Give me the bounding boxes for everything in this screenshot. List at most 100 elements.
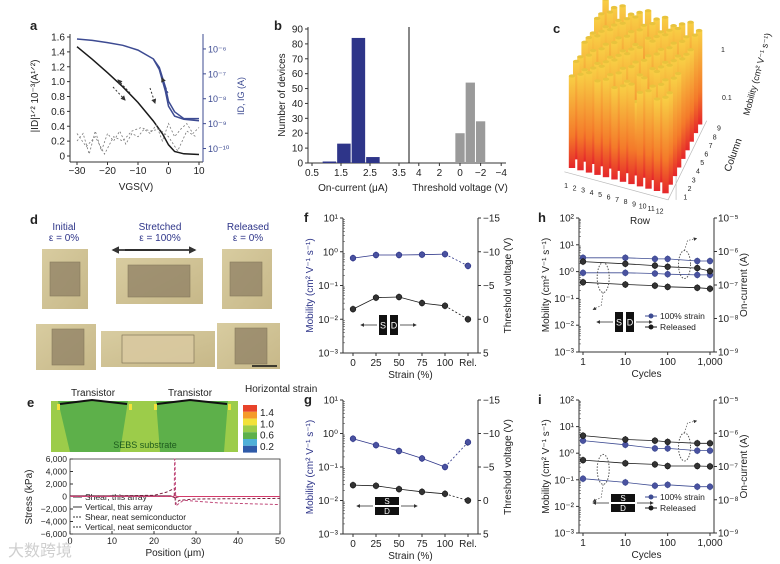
i-left-axis-arrow	[592, 484, 604, 502]
f-left-tick-label: 10⁻²	[318, 315, 338, 326]
f-data-point	[349, 254, 357, 262]
h-x-tick-label: 1	[580, 357, 586, 368]
h-right-axis-arrow	[684, 237, 698, 251]
i-data-point	[694, 483, 701, 490]
g-device-inset	[375, 497, 399, 515]
c-bar	[594, 79, 601, 175]
h-data-point	[706, 267, 714, 275]
i-data-point	[579, 475, 587, 482]
a-x-tick-label: −20	[99, 166, 116, 177]
i-drain-label: D	[620, 504, 626, 513]
i-x-tick-label: 1,000	[697, 538, 722, 549]
h-right-tick-label: 10⁻⁶	[718, 247, 739, 258]
f-device-inset	[379, 315, 398, 335]
g-data-point	[349, 435, 357, 442]
a-series-3	[76, 122, 200, 156]
g-left-tick-label: 10⁰	[323, 429, 338, 440]
h-right-tick-label: 10⁻⁵	[718, 214, 739, 225]
b-bar-oncurrent	[351, 37, 366, 163]
i-data-point	[579, 432, 587, 439]
c-bar	[577, 72, 584, 171]
i-source-label: S	[620, 494, 625, 503]
d-state-strain: ε = 0%	[233, 233, 263, 244]
e-colorbar-swatch	[243, 418, 257, 426]
h-data-point	[664, 283, 671, 290]
c-column-tick: 1	[683, 195, 687, 202]
a-y-tick-label: 0	[59, 152, 65, 163]
h-data-point	[579, 258, 587, 265]
a-arrow-sweep	[112, 86, 126, 101]
c-bar	[670, 76, 678, 177]
h-series-line	[583, 272, 710, 276]
h-drain-label: D	[627, 318, 634, 328]
f-x-tick-label: 25	[370, 358, 382, 369]
e-legend-label: Vertical, neat semiconductor	[85, 522, 192, 532]
h-device-inset	[615, 312, 634, 332]
f-data-point	[441, 250, 449, 258]
h-right-tick-label: 10⁻⁸	[718, 314, 739, 325]
h-data-point	[706, 285, 714, 292]
b-x-tick-label: 2.5	[363, 168, 377, 179]
panel-label-h: h	[538, 210, 546, 225]
a-right-label: ID, IG (A)	[236, 77, 246, 115]
d-micrograph	[101, 331, 215, 367]
c-bar	[674, 71, 682, 168]
c-bar	[679, 57, 686, 159]
i-legend-label: Released	[660, 503, 696, 513]
c-row-tick: 8	[624, 199, 628, 206]
e-series-2	[69, 487, 281, 506]
g-series-arrow	[444, 441, 469, 468]
f-data-point	[349, 305, 357, 313]
b-y-tick-label: 60	[292, 69, 304, 80]
g-left-label: Mobility (cm² V⁻¹ s⁻¹)	[305, 420, 316, 514]
c-bar	[666, 91, 673, 185]
i-device-inset	[611, 494, 635, 512]
b-y-label: Number of devices	[277, 53, 288, 136]
c-row-tick: 2	[573, 185, 577, 192]
i-left-tick-label: 10¹	[560, 422, 575, 433]
f-right-label: Threshold voltage (V)	[503, 238, 514, 334]
b-y-tick-label: 70	[292, 54, 304, 65]
e-colorbar-swatch	[243, 445, 257, 453]
h-data-point	[622, 254, 629, 261]
e-colorbar-swatch	[243, 439, 257, 446]
f-left-tick-label: 10¹	[324, 214, 339, 225]
c-row-tick: 6	[607, 195, 611, 202]
panel-label-f: f	[304, 210, 309, 225]
h-data-point	[664, 271, 671, 278]
b-x-tick-label: 2	[437, 168, 443, 179]
e-legend-label: Shear, neat semiconductor	[85, 512, 186, 522]
i-left-tick-label: 10⁰	[559, 449, 574, 460]
h-x-tick-label: 10	[620, 357, 632, 368]
c-bar	[590, 66, 597, 164]
g-data-point	[418, 455, 426, 462]
f-data-point	[395, 293, 403, 301]
g-data-point	[418, 488, 426, 495]
b-x-tick-label: 0	[457, 168, 463, 179]
e-y-tick-label: −6,000	[41, 529, 68, 539]
c-base-edge	[564, 120, 708, 201]
e-colorbar-tick: 0.6	[260, 431, 274, 442]
panel-label-e: e	[27, 395, 34, 410]
c-bar	[598, 64, 605, 167]
e-x-tick-label: 40	[233, 536, 243, 546]
f-data-point	[464, 316, 472, 323]
a-y-tick-label: 0.8	[51, 92, 65, 103]
g-drain-label: D	[384, 507, 390, 516]
e-y-label: Stress (kPa)	[24, 469, 35, 524]
h-data-point	[694, 264, 701, 272]
i-data-point	[706, 447, 714, 454]
c-column-label: Column	[723, 137, 745, 173]
a-series-2	[152, 58, 199, 120]
h-left-tick-label: 10⁻³	[554, 348, 574, 359]
g-data-point	[441, 463, 449, 471]
f-x-tick-label: Rel.	[459, 358, 477, 369]
e-y-tick-label: −4,000	[41, 517, 68, 527]
panel-label-c: c	[553, 21, 560, 36]
d-state-strain: ε = 100%	[139, 233, 181, 244]
g-x-tick-label: 100	[437, 539, 454, 550]
g-x-tick-label: 0	[350, 539, 356, 550]
g-right-tick-label: 0	[483, 496, 489, 507]
g-left-tick-label: 10⁻¹	[318, 463, 338, 474]
c-bar	[641, 76, 648, 178]
